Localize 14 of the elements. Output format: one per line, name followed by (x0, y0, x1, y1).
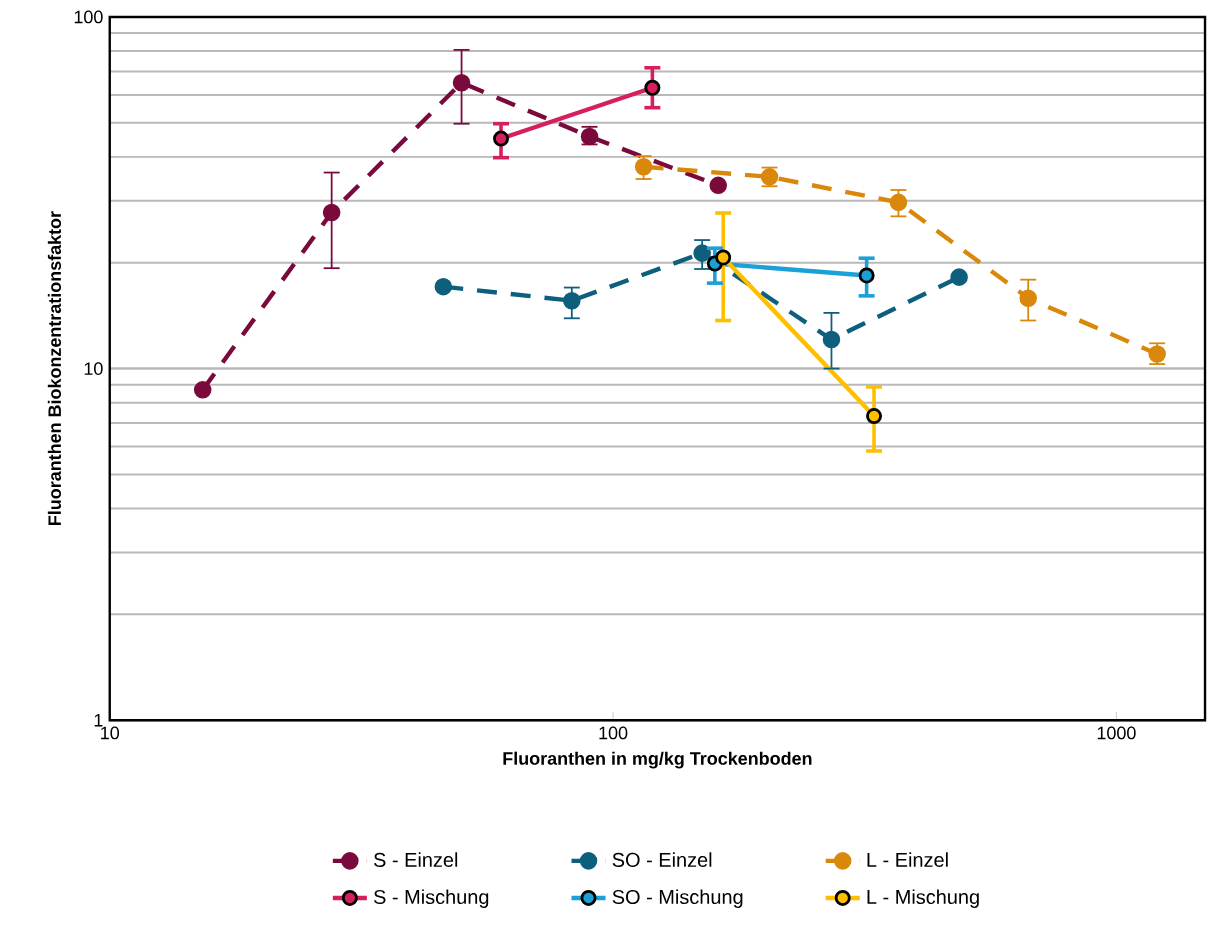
x-tick-label: 100 (599, 726, 628, 740)
legend-label: S - Mischung (373, 889, 489, 909)
y-tick-label: 1 (94, 714, 103, 727)
x-tick-label: 1000 (1097, 726, 1136, 740)
legend-label: L - Mischung (867, 889, 979, 909)
legend-label: L - Einzel (867, 852, 948, 868)
x-tick-label: 10 (101, 726, 120, 740)
y-axis-title: Fluoranthen Biokonzentrationsfaktor (47, 211, 62, 526)
y-tick-label: 10 (84, 362, 103, 376)
y-tick-label: 100 (74, 10, 103, 24)
x-axis-title: Fluoranthen in mg/kg Trockenboden (503, 751, 812, 769)
legend-label: SO - Mischung (612, 889, 743, 909)
legend-label: SO - Einzel (612, 852, 712, 868)
legend-label: S - Einzel (373, 852, 458, 868)
